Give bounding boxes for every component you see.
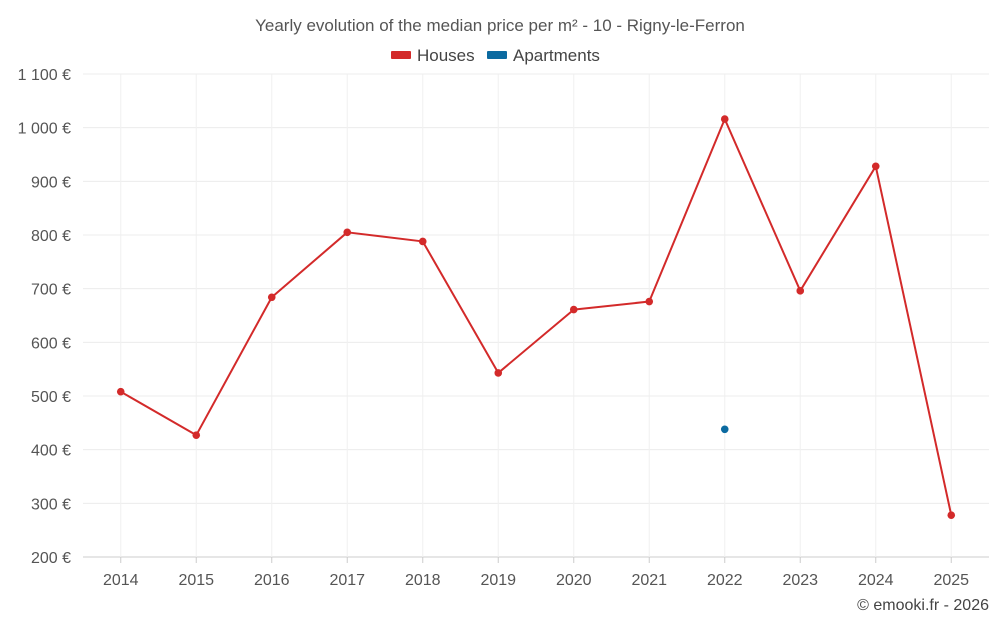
data-point-houses: [267, 293, 276, 302]
x-tick-label: 2021: [631, 572, 667, 589]
x-tick-label: 2020: [556, 572, 592, 589]
x-tick-label: 2018: [405, 572, 441, 589]
x-tick-label: 2016: [254, 572, 290, 589]
x-tick-label: 2025: [933, 572, 969, 589]
data-point-houses: [343, 228, 352, 237]
x-tick-label: 2024: [858, 572, 894, 589]
x-tick-label: 2014: [103, 572, 139, 589]
data-point-houses: [720, 115, 729, 123]
data-point-houses: [116, 387, 125, 396]
data-point-houses: [494, 369, 503, 377]
x-tick-label: 2023: [782, 572, 818, 589]
plot-area: 200 € 300 € 400 € 500 € 600 € 700 € 800 € 900 €…: [18, 67, 989, 589]
y-tick-label: 1 100 €: [18, 67, 71, 84]
data-point-houses: [569, 305, 578, 314]
y-tick-label: 400 €: [31, 443, 71, 460]
data-point-houses: [418, 237, 427, 246]
data-point-houses: [871, 162, 880, 171]
legend-swatch-houses: [391, 51, 411, 59]
y-tick-label: 800 €: [31, 228, 71, 245]
y-tick-label: 300 €: [31, 496, 71, 513]
x-tick-label: 2017: [329, 572, 365, 589]
chart-title: Yearly evolution of the median price per…: [255, 16, 745, 35]
y-tick-label: 600 €: [31, 335, 71, 352]
footer-credit: © emooki.fr - 2026: [857, 597, 989, 614]
x-tick-label: 2015: [178, 572, 214, 589]
data-point-houses: [645, 297, 654, 306]
x-tick-label: 2019: [480, 572, 516, 589]
legend-label-apartments: Apartments: [513, 46, 600, 65]
y-tick-label: 200 €: [31, 550, 71, 567]
x-tick-label: 2022: [707, 572, 743, 589]
legend-item-apartments[interactable]: Apartments: [487, 46, 600, 65]
legend-label-houses: Houses: [417, 46, 475, 65]
legend-swatch-apartments: [487, 51, 507, 59]
y-tick-label: 900 €: [31, 174, 71, 191]
data-point-houses: [796, 287, 805, 295]
data-point-houses: [192, 431, 201, 439]
y-tick-label: 500 €: [31, 389, 71, 406]
legend: Houses Apartments: [391, 46, 600, 65]
legend-item-houses[interactable]: Houses: [391, 46, 475, 65]
series-line-houses: [120, 118, 953, 516]
y-tick-label: 700 €: [31, 282, 71, 299]
data-point-houses: [947, 511, 956, 519]
y-tick-label: 1 000 €: [18, 121, 71, 138]
data-point-apartments: [720, 425, 729, 434]
